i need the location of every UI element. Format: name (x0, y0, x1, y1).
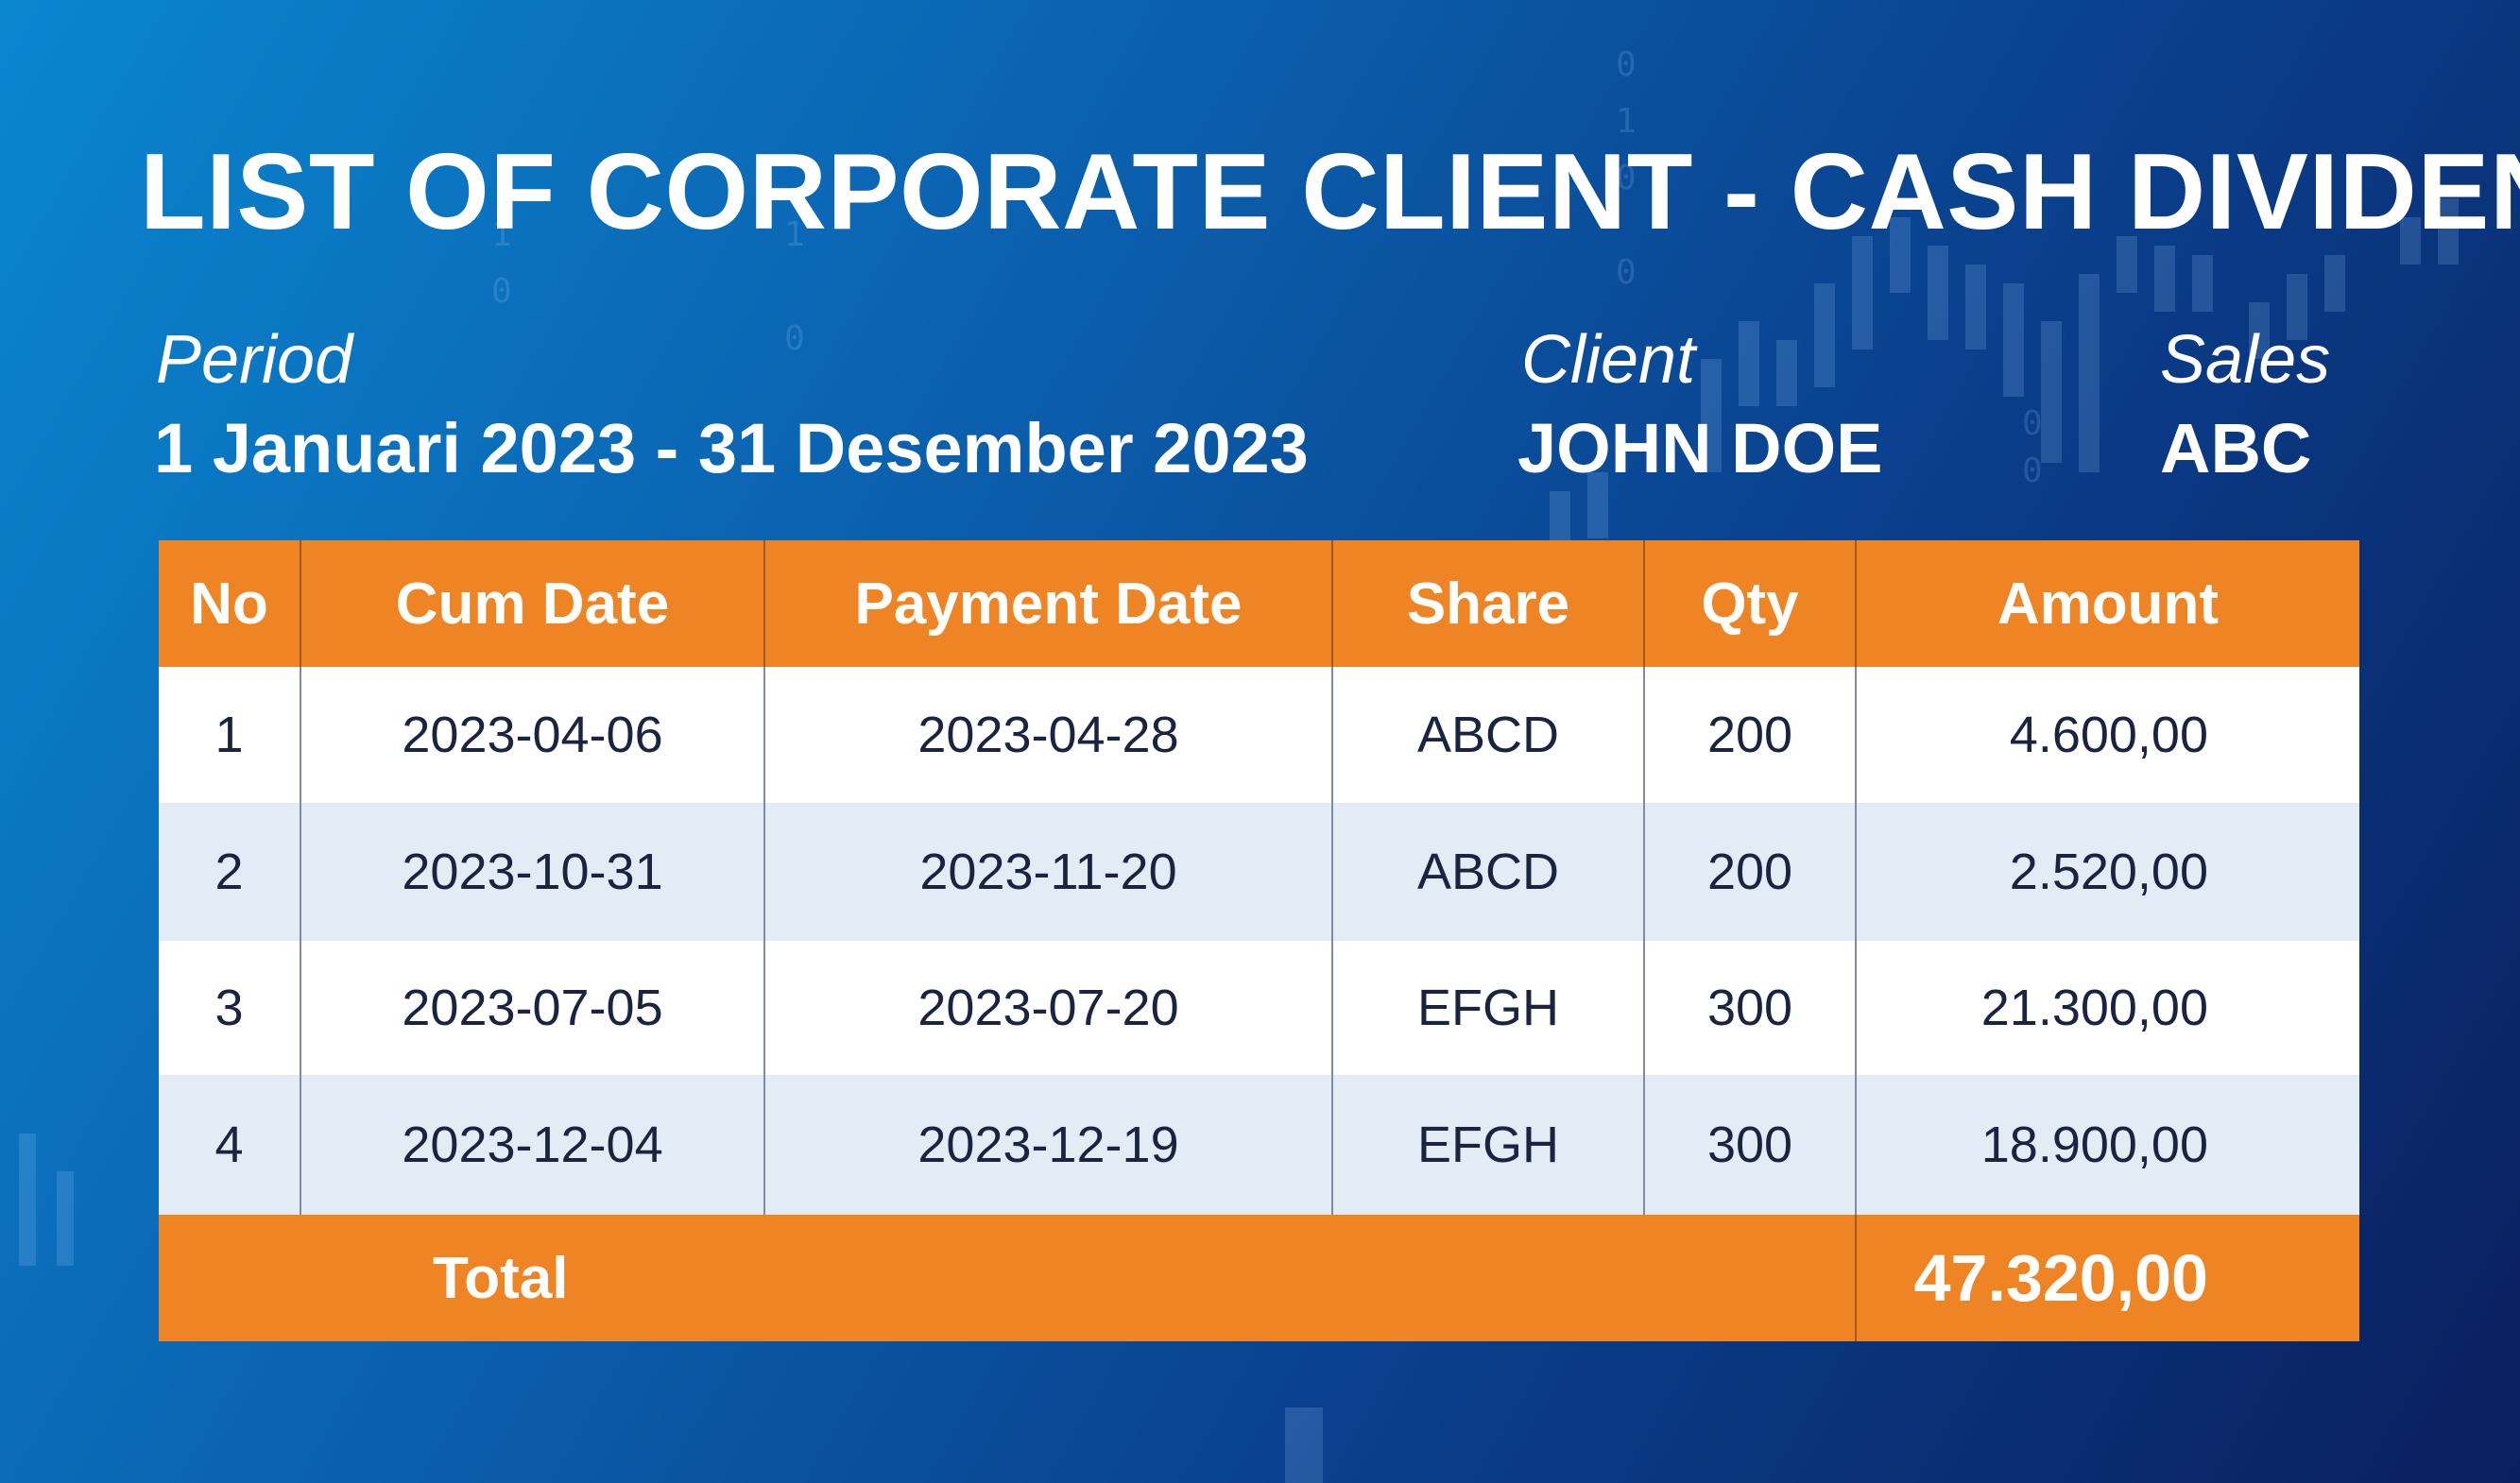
cell-qty: 200 (1643, 803, 1856, 941)
cell-payment-date: 2023-04-28 (763, 667, 1332, 803)
sales-label: Sales (2160, 322, 2331, 398)
svg-text:0: 0 (2022, 452, 2043, 490)
total-label: Total (159, 1215, 1856, 1341)
cell-qty: 300 (1643, 1075, 1856, 1215)
cell-cum-date: 2023-04-06 (300, 667, 764, 803)
cell-cum-date: 2023-07-05 (300, 941, 764, 1075)
cell-no: 4 (159, 1075, 300, 1215)
total-amount: 47.320,00 (1855, 1215, 2359, 1341)
table-header-row: No Cum Date Payment Date Share Qty Amoun… (159, 540, 2359, 667)
column-header-cum-date[interactable]: Cum Date (300, 540, 764, 667)
column-header-qty[interactable]: Qty (1643, 540, 1856, 667)
column-header-no[interactable]: No (159, 540, 300, 667)
sales-value: ABC (2160, 409, 2312, 487)
svg-text:1: 1 (491, 215, 512, 254)
svg-text:0: 0 (784, 319, 805, 358)
svg-text:0: 0 (1616, 253, 1637, 292)
cell-cum-date: 2023-12-04 (300, 1075, 764, 1215)
table-row: 2 2023-10-31 2023-11-20 ABCD 200 2.520,0… (159, 803, 2359, 941)
cell-cum-date: 2023-10-31 (300, 803, 764, 941)
svg-text:1: 1 (1616, 102, 1637, 141)
cell-amount: 18.900,00 (1855, 1075, 2359, 1215)
cell-qty: 200 (1643, 667, 1856, 803)
cell-no: 3 (159, 941, 300, 1075)
period-value: 1 Januari 2023 - 31 Desember 2023 (154, 409, 1309, 487)
cell-amount: 4.600,00 (1855, 667, 2359, 803)
svg-text:0: 0 (2022, 404, 2043, 443)
svg-text:0: 0 (491, 272, 512, 311)
svg-text:1: 1 (784, 215, 805, 254)
cell-no: 1 (159, 667, 300, 803)
column-header-share[interactable]: Share (1331, 540, 1644, 667)
table-row: 4 2023-12-04 2023-12-19 EFGH 300 18.900,… (159, 1075, 2359, 1215)
svg-text:0: 0 (1616, 159, 1637, 197)
page-title: LIST OF CORPORATE CLIENT - CASH DIVIDEN (140, 132, 2520, 252)
client-value: JOHN DOE (1517, 409, 1883, 487)
cell-payment-date: 2023-07-20 (763, 941, 1332, 1075)
column-header-payment-date[interactable]: Payment Date (763, 540, 1332, 667)
cell-amount: 2.520,00 (1855, 803, 2359, 941)
svg-text:0: 0 (1616, 45, 1637, 84)
cell-payment-date: 2023-11-20 (763, 803, 1332, 941)
client-label: Client (1521, 322, 1696, 398)
cell-share: EFGH (1331, 941, 1644, 1075)
cell-no: 2 (159, 803, 300, 941)
cell-amount: 21.300,00 (1855, 941, 2359, 1075)
cell-payment-date: 2023-12-19 (763, 1075, 1332, 1215)
table-row: 3 2023-07-05 2023-07-20 EFGH 300 21.300,… (159, 941, 2359, 1075)
period-label: Period (156, 322, 353, 398)
cell-share: ABCD (1331, 803, 1644, 941)
cell-share: EFGH (1331, 1075, 1644, 1215)
cell-share: ABCD (1331, 667, 1644, 803)
dividend-table: No Cum Date Payment Date Share Qty Amoun… (159, 540, 2359, 1341)
cell-qty: 300 (1643, 941, 1856, 1075)
column-header-amount[interactable]: Amount (1855, 540, 2359, 667)
table-row: 1 2023-04-06 2023-04-28 ABCD 200 4.600,0… (159, 667, 2359, 803)
total-row: Total 47.320,00 (159, 1215, 2359, 1341)
